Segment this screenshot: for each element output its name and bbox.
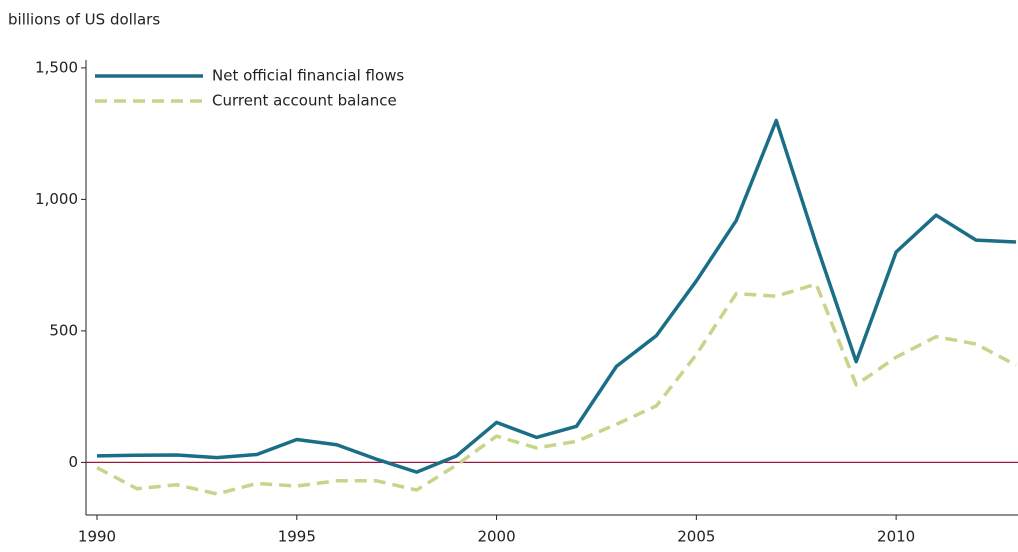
x-tick-label: 2010 xyxy=(877,528,915,546)
series-line xyxy=(96,118,1017,474)
x-tick-label: 2000 xyxy=(477,528,515,546)
y-tick-label: 0 xyxy=(68,453,78,471)
x-tick-label: 1995 xyxy=(278,528,316,546)
y-tick-label: 1,000 xyxy=(35,190,78,208)
y-axis-label: billions of US dollars xyxy=(8,11,160,29)
x-tick-label: 2005 xyxy=(677,528,715,546)
series-line xyxy=(96,282,1017,496)
legend-label: Net official financial flows xyxy=(212,67,404,85)
x-tick-label: 1990 xyxy=(78,528,116,546)
y-tick-label: 1,500 xyxy=(35,58,78,76)
legend-label: Current account balance xyxy=(212,92,397,110)
y-tick-label: 500 xyxy=(49,321,78,339)
